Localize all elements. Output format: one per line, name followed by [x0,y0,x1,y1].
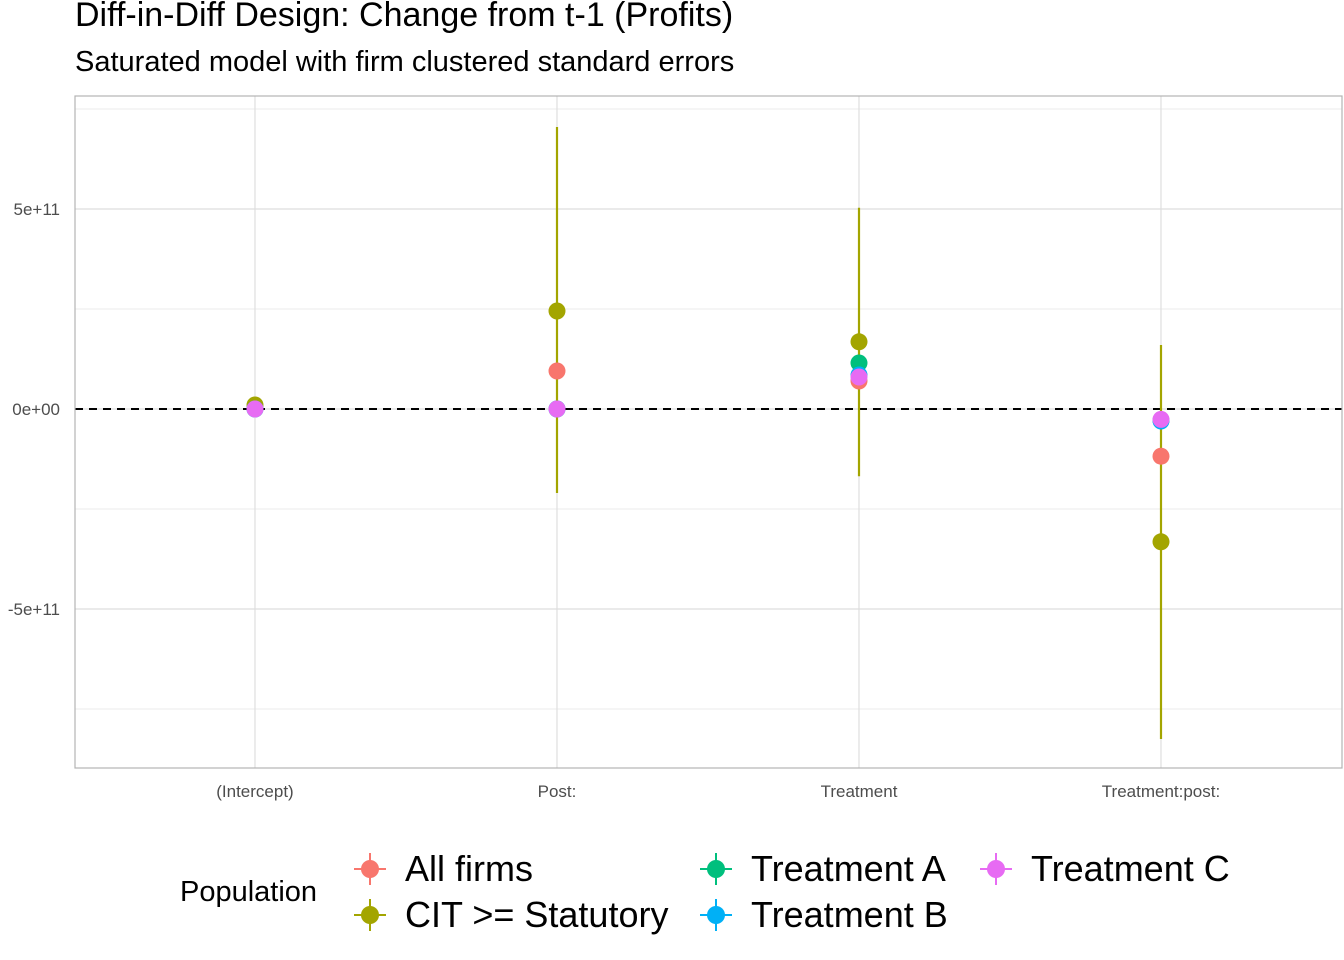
point-treatment-c [548,400,566,418]
legend-key-dot [707,906,725,924]
y-tick-label: -5e+11 [8,600,60,619]
legend-key-dot [707,860,725,878]
legend-key-icon [980,853,1012,885]
legend-label: CIT >= Statutory [405,894,669,935]
legend-label: Treatment B [751,894,948,935]
point-all-firms [1152,447,1170,465]
legend-key-icon [354,853,386,885]
legend-label: Treatment A [751,848,946,889]
point-treatment-c [850,368,868,386]
legend-key-dot [361,906,379,924]
legend-item-treatment-c: Treatment C [976,846,1230,892]
point-cit-statutory [548,302,566,320]
y-tick-label: 5e+11 [14,200,60,219]
legend-key-dot [987,860,1005,878]
x-tick-label: Treatment [821,782,898,801]
legend-title: Population [180,876,318,908]
legend-key-icon [700,853,732,885]
legend-label: Treatment C [1031,848,1230,889]
legend-item-all-firms: All firms [350,846,533,892]
legend-item-cit-statutory: CIT >= Statutory [350,892,668,938]
x-tick-label: (Intercept) [216,782,293,801]
legend-key-icon [354,899,386,931]
chart-title: Diff-in-Diff Design: Change from t-1 (Pr… [75,0,734,34]
chart-subtitle: Saturated model with firm clustered stan… [75,46,735,78]
legend-label: All firms [405,848,533,889]
plot-area: -5e+11 0e+00 5e+11 (Intercept) Post: Treatmen… [8,95,1343,801]
point-cit-statutory [850,333,868,351]
legend-item-treatment-b: Treatment B [696,892,948,938]
point-treatment-a [850,354,868,372]
point-treatment-c [246,400,264,418]
point-all-firms [548,362,566,380]
x-tick-label: Post: [538,782,577,801]
legend-item-treatment-a: Treatment A [696,846,946,892]
point-treatment-c [1152,410,1170,428]
y-tick-label: 0e+00 [12,400,60,419]
panel-border [74,95,1343,769]
legend: Population All firms CIT >= Statutory Trea… [180,846,1280,946]
legend-key-icon [700,899,732,931]
legend-key-dot [361,860,379,878]
point-cit-statutory [1152,533,1170,551]
x-tick-label: Treatment:post: [1102,782,1220,801]
